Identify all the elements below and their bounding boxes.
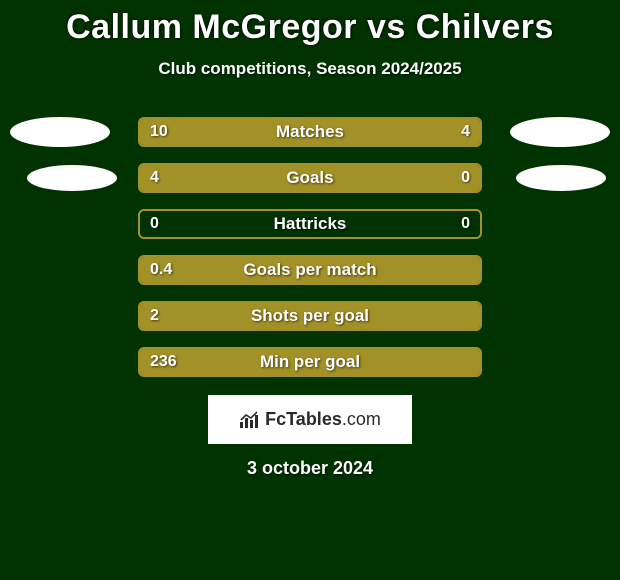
stat-bar: 2 Shots per goal — [138, 301, 482, 331]
logo-suffix: .com — [342, 409, 381, 429]
subtitle: Club competitions, Season 2024/2025 — [0, 59, 620, 79]
page-title: Callum McGregor vs Chilvers — [0, 8, 620, 47]
stat-bar: 0 Hattricks 0 — [138, 209, 482, 239]
stat-value-right: 0 — [461, 169, 470, 187]
stat-value-right: 4 — [461, 123, 470, 141]
date-text: 3 october 2024 — [0, 458, 620, 479]
stat-bar: 10 Matches 4 — [138, 117, 482, 147]
logo-brand: FcTables — [265, 409, 342, 429]
stat-label: Min per goal — [260, 352, 360, 372]
stat-row: 10 Matches 4 — [0, 117, 620, 147]
stat-value-left: 0 — [150, 215, 159, 233]
container: Callum McGregor vs Chilvers Club competi… — [0, 0, 620, 580]
stat-label: Matches — [276, 122, 344, 142]
stat-row: 0 Hattricks 0 — [0, 209, 620, 239]
stat-label: Hattricks — [274, 214, 347, 234]
stat-row: 0.4 Goals per match — [0, 255, 620, 285]
stat-bar: 236 Min per goal — [138, 347, 482, 377]
chart-icon — [239, 411, 261, 429]
stat-label: Shots per goal — [251, 306, 369, 326]
stat-bar: 0.4 Goals per match — [138, 255, 482, 285]
stat-value-left: 236 — [150, 353, 177, 371]
stat-value-left: 2 — [150, 307, 159, 325]
stat-row: 4 Goals 0 — [0, 163, 620, 193]
stats-area: 10 Matches 4 4 Goals 0 0 Hattricks 0 — [0, 117, 620, 377]
logo-text: FcTables.com — [265, 409, 381, 430]
stat-label: Goals — [286, 168, 333, 188]
stat-value-left: 10 — [150, 123, 168, 141]
stat-value-left: 4 — [150, 169, 159, 187]
fctables-logo: FcTables.com — [208, 395, 412, 444]
stat-value-left: 0.4 — [150, 261, 172, 279]
bar-left-fill — [140, 165, 405, 191]
stat-row: 236 Min per goal — [0, 347, 620, 377]
stat-bar: 4 Goals 0 — [138, 163, 482, 193]
stat-value-right: 0 — [461, 215, 470, 233]
stat-label: Goals per match — [243, 260, 376, 280]
stat-row: 2 Shots per goal — [0, 301, 620, 331]
